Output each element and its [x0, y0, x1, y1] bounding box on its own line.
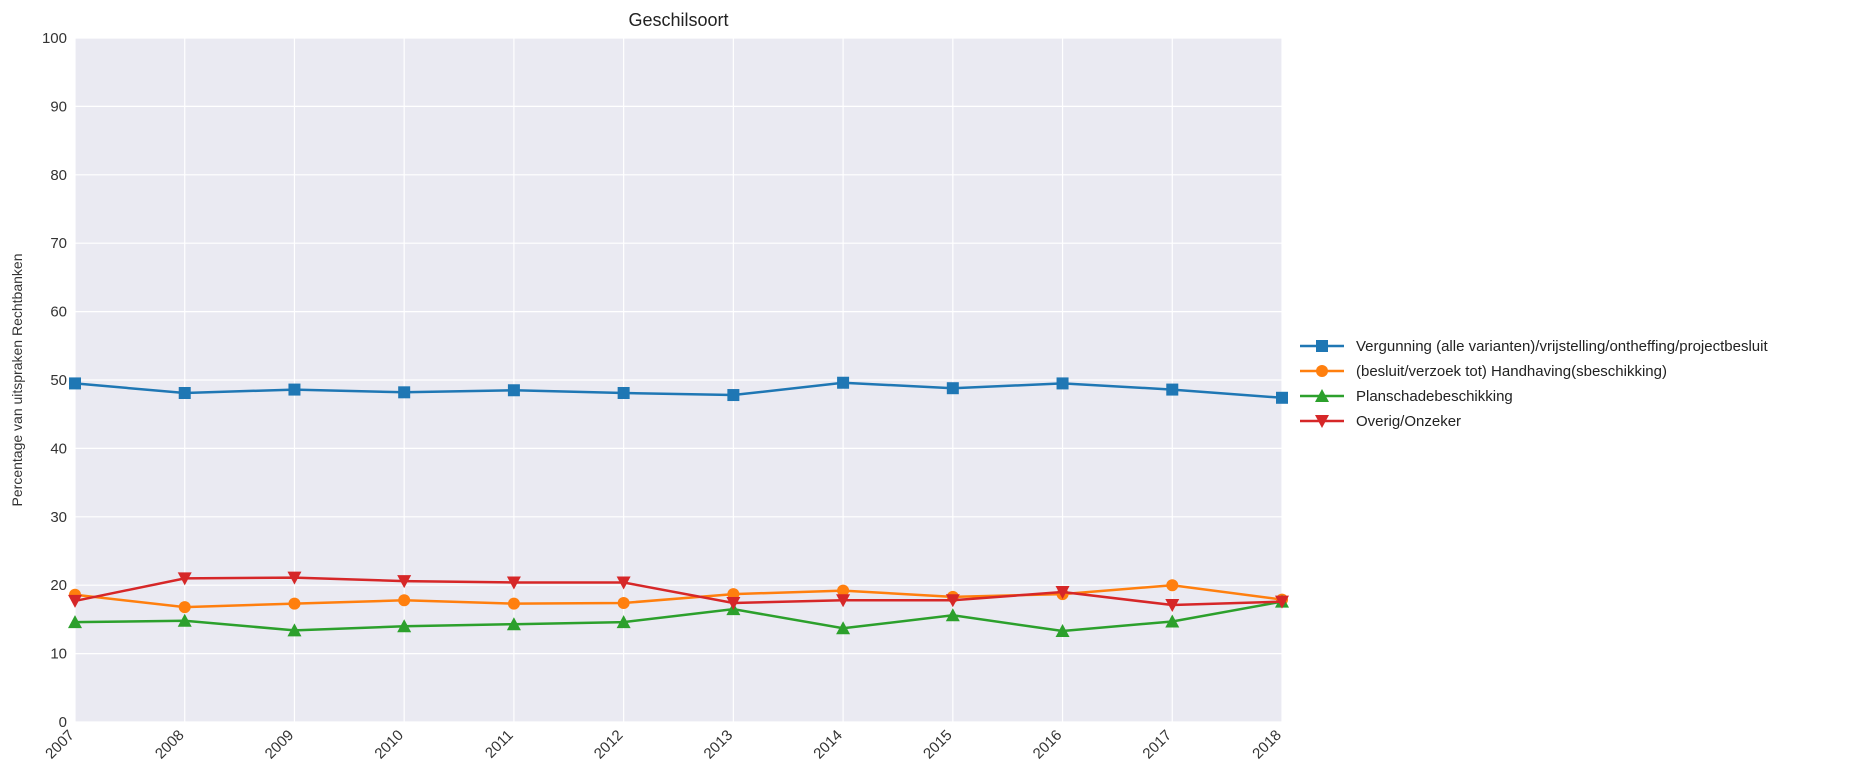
data-point	[836, 621, 851, 635]
x-tick-label: 2017	[1139, 727, 1175, 763]
legend-marker	[1316, 365, 1328, 377]
x-tick-label: 2014	[810, 727, 846, 763]
legend-item: Overig/Onzeker	[1300, 413, 1461, 430]
y-tick-label: 10	[50, 646, 67, 663]
series-group	[68, 376, 1289, 638]
y-tick-label: 50	[50, 372, 67, 389]
data-point	[1165, 614, 1180, 628]
data-point	[616, 615, 631, 629]
y-axis-label: Percentage van uitspraken Rechtbanken	[9, 254, 25, 507]
data-point	[1055, 586, 1070, 600]
series-1	[69, 376, 1288, 404]
y-tick-label: 100	[42, 30, 67, 47]
data-point	[397, 575, 412, 589]
data-point	[837, 584, 850, 597]
x-tick-label: 2010	[371, 727, 407, 763]
data-point	[1276, 391, 1288, 404]
chart-title: Geschilsoort	[628, 10, 728, 30]
data-point	[1055, 624, 1070, 638]
data-point	[506, 617, 521, 631]
data-point	[287, 623, 302, 637]
data-point	[1166, 579, 1179, 592]
series-line	[74, 600, 1283, 633]
data-point	[945, 608, 960, 622]
data-point	[287, 571, 302, 585]
legend: Vergunning (alle varianten)/vrijstelling…	[1300, 338, 1768, 430]
series-2	[69, 579, 1288, 614]
data-point	[178, 601, 191, 614]
data-point	[507, 597, 520, 610]
data-point	[616, 576, 631, 590]
legend-marker	[1315, 415, 1329, 428]
data-point	[1275, 595, 1289, 609]
series-4	[68, 571, 1289, 613]
y-tick-label: 0	[59, 714, 67, 731]
legend-marker	[1315, 389, 1329, 402]
x-tick-label: 2015	[920, 727, 956, 763]
x-tick-label: 2008	[152, 727, 188, 763]
y-axis-ticks: 0 10 20 30 40 50 60 70 80 90 100	[42, 30, 67, 731]
legend-label: Planschadebeschikking	[1356, 388, 1513, 405]
data-point	[507, 384, 520, 397]
y-tick-label: 60	[50, 304, 67, 321]
series-line	[74, 583, 1283, 609]
legend-item: Vergunning (alle varianten)/vrijstelling…	[1300, 338, 1768, 355]
x-tick-label: 2007	[42, 727, 78, 763]
data-point	[69, 377, 81, 390]
data-point	[836, 594, 851, 608]
data-point	[1165, 599, 1180, 613]
data-point	[946, 382, 959, 395]
series-line	[74, 381, 1283, 400]
x-tick-label: 2016	[1030, 727, 1066, 763]
x-tick-label: 2013	[701, 727, 737, 763]
y-tick-label: 40	[50, 440, 67, 457]
legend-item: Planschadebeschikking	[1300, 388, 1513, 405]
y-tick-label: 90	[50, 98, 67, 115]
data-point	[837, 376, 850, 389]
data-point	[945, 594, 960, 608]
legend-item: (besluit/verzoek tot) Handhaving(sbeschi…	[1300, 363, 1667, 380]
legend-marker	[1316, 340, 1328, 352]
data-point	[177, 572, 192, 586]
data-point	[1056, 377, 1069, 390]
data-point	[288, 383, 301, 396]
data-point	[1166, 383, 1179, 396]
legend-label: Overig/Onzeker	[1356, 413, 1461, 430]
x-tick-label: 2011	[482, 727, 517, 762]
y-tick-label: 20	[50, 577, 67, 594]
grid	[74, 37, 1283, 723]
y-tick-label: 70	[50, 235, 67, 252]
data-point	[397, 619, 412, 633]
x-tick-label: 2009	[262, 727, 298, 763]
data-point	[617, 596, 630, 609]
data-point	[398, 386, 411, 399]
data-point	[726, 596, 741, 610]
x-axis-ticks: 2007 2008 2009 2010 2011 2012 2013 2014 2015 2016…	[42, 727, 1285, 763]
data-point	[727, 389, 740, 402]
data-point	[178, 386, 191, 399]
series-line	[74, 576, 1283, 607]
y-tick-label: 30	[50, 509, 67, 526]
data-point	[617, 386, 630, 399]
data-point	[68, 594, 82, 608]
data-point	[68, 615, 82, 629]
data-point	[398, 594, 411, 607]
data-point	[506, 576, 521, 590]
data-point	[177, 613, 192, 627]
legend-label: (besluit/verzoek tot) Handhaving(sbeschi…	[1356, 363, 1667, 380]
x-tick-label: 2018	[1249, 727, 1285, 763]
y-tick-label: 80	[50, 167, 67, 184]
data-point	[288, 597, 301, 610]
legend-label: Vergunning (alle varianten)/vrijstelling…	[1356, 338, 1768, 355]
x-tick-label: 2012	[591, 727, 627, 763]
